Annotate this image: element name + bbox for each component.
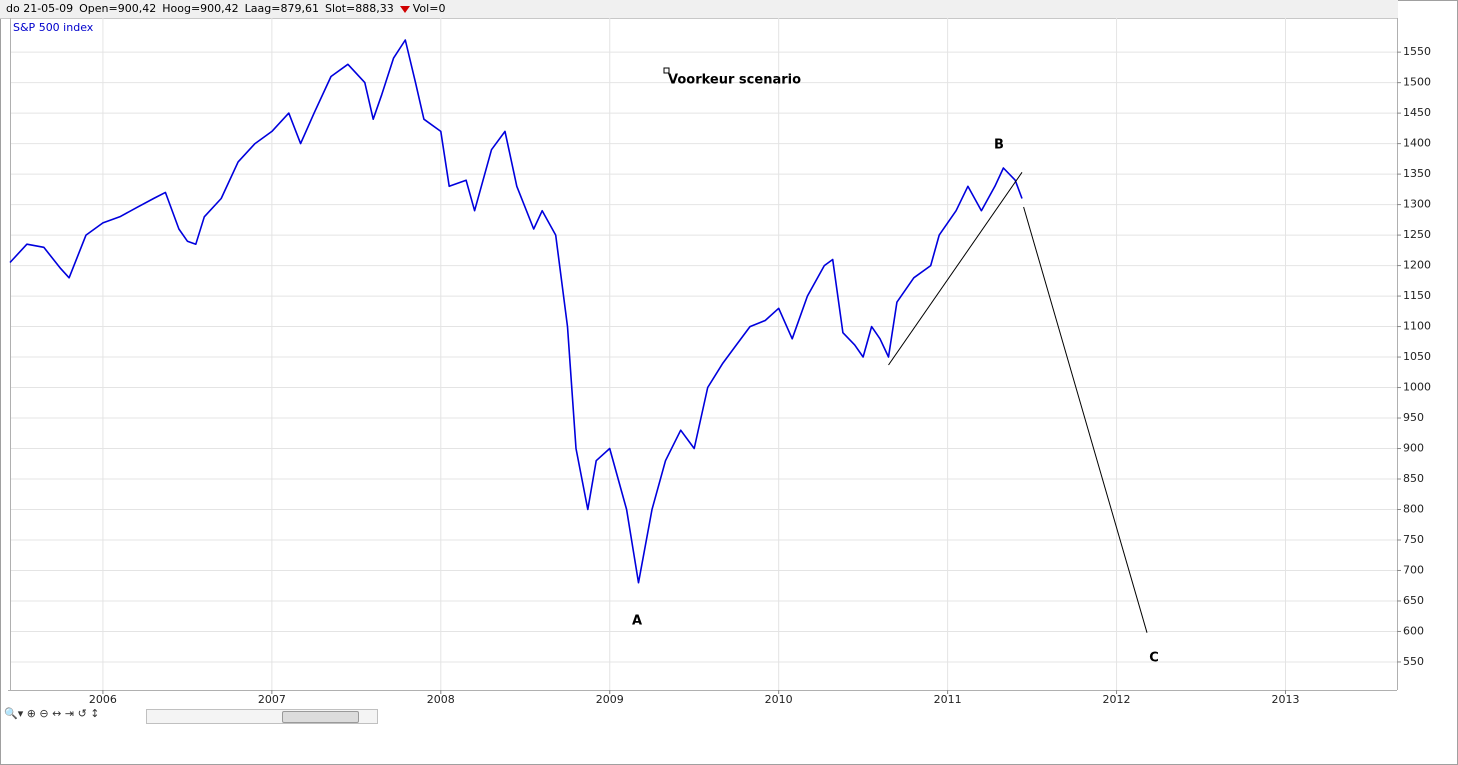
y-tick-label: 1250 (1403, 228, 1431, 241)
y-tick-label: 1050 (1403, 350, 1431, 363)
down-arrow (399, 5, 410, 13)
wave-label: A (632, 614, 642, 629)
date: do 21-05-09 (6, 2, 74, 15)
close: Slot=888,33 (324, 2, 394, 15)
x-tick-label: 2013 (1271, 693, 1299, 705)
y-tick-label: 1350 (1403, 167, 1431, 180)
y-tick-label: 1400 (1403, 137, 1431, 150)
low: Laag=879,61 (244, 2, 319, 15)
x-tick-label: 2009 (596, 693, 624, 705)
trend-line (1023, 206, 1148, 633)
scrollbar[interactable] (146, 709, 378, 724)
y-tick-label: 950 (1403, 411, 1424, 424)
y-tick-label: 900 (1403, 442, 1424, 455)
y-tick-label: 1200 (1403, 259, 1431, 272)
wave-label: C (1149, 651, 1159, 666)
y-tick-label: 1500 (1403, 76, 1431, 89)
y-tick-label: 600 (1403, 624, 1424, 637)
y-tick-label: 750 (1403, 533, 1424, 546)
wave-label: B (994, 138, 1004, 153)
trend-line (888, 172, 1023, 366)
y-tick-label: 1150 (1403, 289, 1431, 302)
tool-icons[interactable]: 🔍▾ ⊕ ⊖ ↔ ⇥ ↺ ↕ (4, 707, 100, 720)
x-tick-label: 2007 (258, 693, 286, 705)
scroll-thumb[interactable] (282, 711, 359, 723)
open: Open=900,42 (79, 2, 157, 15)
y-tick-label: 1300 (1403, 198, 1431, 211)
price-line (9, 39, 1023, 584)
high: Hoog=900,42 (162, 2, 239, 15)
info-bar: do 21-05-09 Open=900,42 Hoog=900,42 Laag=87… (0, 0, 1398, 19)
toolbar: 🔍▾ ⊕ ⊖ ↔ ⇥ ↺ ↕ (4, 707, 100, 725)
x-tick-label: 2006 (89, 693, 117, 705)
x-tick-label: 2012 (1103, 693, 1131, 705)
y-tick-label: 650 (1403, 594, 1424, 607)
y-tick-label: 550 (1403, 655, 1424, 668)
chart: S&P 500 index Voorkeur scenario A B C 55… (8, 18, 1442, 705)
x-tick-label: 2008 (427, 693, 455, 705)
y-tick-label: 850 (1403, 472, 1424, 485)
x-tick-label: 2011 (934, 693, 962, 705)
y-tick-label: 700 (1403, 563, 1424, 576)
y-tick-label: 1000 (1403, 381, 1431, 394)
axis-panel (1398, 18, 1442, 690)
y-tick-label: 1450 (1403, 106, 1431, 119)
x-tick-label: 2010 (765, 693, 793, 705)
y-tick-label: 1100 (1403, 320, 1431, 333)
annotation: Voorkeur scenario (668, 73, 801, 88)
y-tick-label: 800 (1403, 502, 1424, 515)
y-tick-label: 1550 (1403, 45, 1431, 58)
volume: Vol=0 (412, 2, 446, 15)
chart-title: S&P 500 index (13, 21, 94, 34)
annotation-marker (663, 67, 670, 74)
